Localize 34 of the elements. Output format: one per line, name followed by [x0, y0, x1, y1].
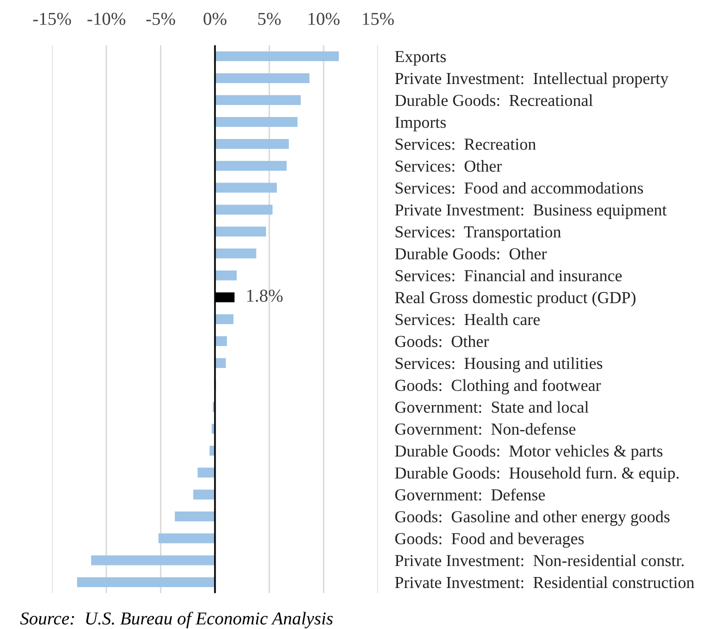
y-tick-label: Services: Other [396, 160, 502, 172]
y-tick-label: Services: Health care [396, 313, 540, 326]
y-tick-label: Goods: Other [395, 335, 489, 348]
y-tick-label: Private Investment: Residential construction [395, 576, 694, 588]
y-tick-label: Services: Recreation [396, 138, 536, 150]
y-tick-label: Services: Transportation [396, 226, 561, 241]
y-tick-label: Goods: Clothing and footwear [395, 379, 601, 394]
y-tick-label: Private Investment: Intellectual property [395, 72, 668, 88]
y-tick-label: Durable Goods: Household furn. & equip. [395, 466, 679, 482]
y-tick-label: Imports [395, 116, 446, 132]
y-tick-label: Private Investment: Non-residential constr. [395, 554, 684, 566]
x-tick-label: 5% [258, 12, 281, 26]
y-tick-label: Services: Housing and utilities [396, 357, 602, 372]
x-tick-label: -10% [87, 12, 126, 26]
y-tick-label: Goods: Food and beverages [395, 532, 584, 548]
y-tick-label: Real Gross domestic product (GDP) [395, 292, 636, 307]
y-tick-label: Durable Goods: Motor vehicles & parts [395, 444, 662, 460]
y-tick-label: Services: Financial and insurance [396, 270, 622, 282]
y-tick-label: Government: Non-defense [395, 422, 576, 435]
y-tick-label: Goods: Gasoline and other energy goods [395, 510, 670, 526]
y-tick-label: Private Investment: Business equipment [395, 204, 667, 219]
source-note: Source: U.S. Bureau of Economic Analysis [20, 612, 333, 628]
x-tick-label: 0% [204, 12, 226, 26]
y-tick-label: Exports [395, 51, 446, 66]
y-tick-label: Services: Food and accommodations [396, 182, 643, 194]
x-tick-label: 10% [308, 12, 340, 26]
x-tick-label: -5% [146, 12, 176, 26]
x-tick-label: -15% [33, 12, 71, 26]
y-tick-label: Government: State and local [395, 401, 589, 413]
y-tick-label: Government: Defense [395, 488, 545, 501]
x-tick-label: 15% [362, 12, 394, 26]
data-label: 1.8% [247, 290, 283, 302]
y-tick-label: Durable Goods: Other [395, 248, 547, 260]
y-tick-label: Durable Goods: Recreational [395, 94, 593, 106]
